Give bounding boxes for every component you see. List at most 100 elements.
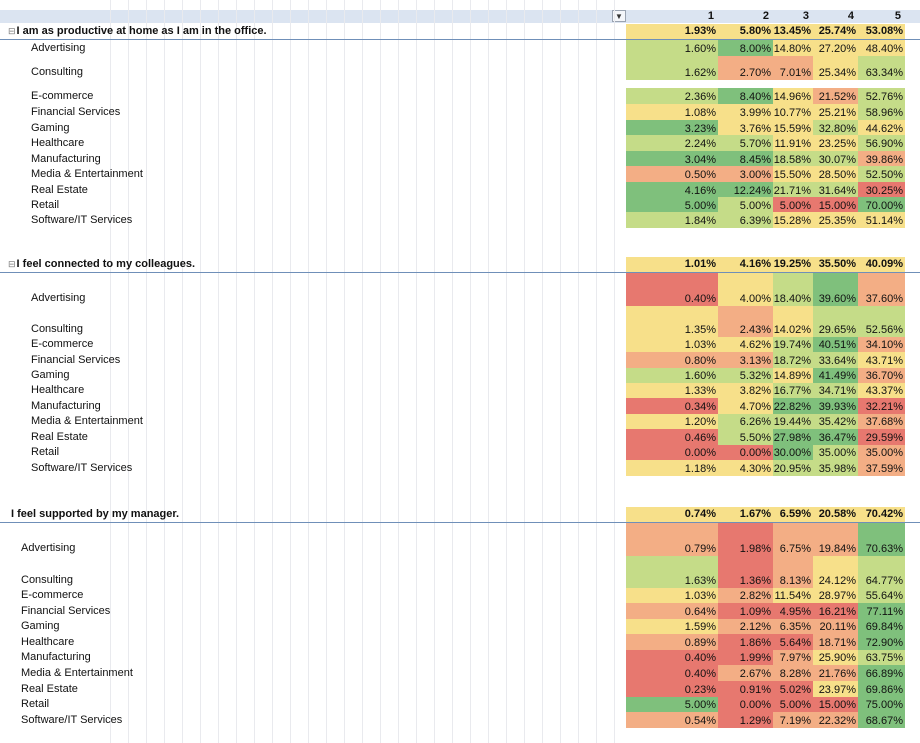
value-cell[interactable]: 69.86% xyxy=(858,681,905,697)
value-cell[interactable]: 19.74% xyxy=(773,337,813,352)
value-cell[interactable]: 18.72% xyxy=(773,352,813,368)
value-cell[interactable]: 37.60% xyxy=(858,273,905,306)
value-cell[interactable]: 64.77% xyxy=(858,556,905,588)
value-cell[interactable]: 15.00% xyxy=(813,697,858,712)
industry-row[interactable]: Gaming 3.23% 3.76% 15.59% 32.80% 44.62% xyxy=(0,120,920,136)
value-cell[interactable]: 4.70% xyxy=(718,398,773,414)
value-cell[interactable]: 0.79% xyxy=(626,523,718,556)
value-cell[interactable]: 21.71% xyxy=(773,182,813,198)
value-cell[interactable]: 14.80% xyxy=(773,40,813,56)
value-cell[interactable]: 0.54% xyxy=(626,712,718,728)
value-cell[interactable]: 36.70% xyxy=(858,368,905,383)
value-cell[interactable]: 27.98% xyxy=(773,429,813,445)
column-header-5[interactable]: 5 xyxy=(894,10,901,22)
value-cell[interactable]: 33.64% xyxy=(813,352,858,368)
value-cell[interactable]: 19.84% xyxy=(813,523,858,556)
value-cell[interactable]: 14.89% xyxy=(773,368,813,383)
value-cell[interactable]: 25.90% xyxy=(813,650,858,665)
column-header-3[interactable]: 3 xyxy=(802,10,809,22)
value-cell[interactable]: 3.13% xyxy=(718,352,773,368)
value-cell[interactable]: 32.21% xyxy=(858,398,905,414)
value-cell[interactable]: 39.60% xyxy=(813,273,858,306)
value-cell[interactable]: 4.00% xyxy=(718,273,773,306)
total-cell[interactable]: 1.93% xyxy=(626,24,718,39)
value-cell[interactable]: 3.04% xyxy=(626,151,718,167)
value-cell[interactable]: 1.36% xyxy=(718,556,773,588)
value-cell[interactable]: 3.23% xyxy=(626,120,718,136)
total-cell[interactable]: 6.59% xyxy=(773,507,813,522)
value-cell[interactable]: 18.40% xyxy=(773,273,813,306)
industry-row[interactable]: E-commerce 2.36% 8.40% 14.96% 21.52% 52.76% xyxy=(0,88,920,104)
value-cell[interactable]: 41.49% xyxy=(813,368,858,383)
value-cell[interactable]: 0.80% xyxy=(626,352,718,368)
column-header-4[interactable]: 4 xyxy=(847,10,854,22)
total-cell[interactable]: 4.16% xyxy=(718,257,773,272)
value-cell[interactable]: 77.11% xyxy=(858,603,905,619)
value-cell[interactable]: 1.03% xyxy=(626,588,718,603)
industry-row[interactable]: Consulting 1.62% 2.70% 7.01% 25.34% 63.34% xyxy=(0,56,920,80)
value-cell[interactable]: 1.84% xyxy=(626,212,718,228)
value-cell[interactable]: 29.59% xyxy=(858,429,905,445)
value-cell[interactable]: 6.26% xyxy=(718,414,773,429)
value-cell[interactable]: 3.76% xyxy=(718,120,773,136)
total-cell[interactable]: 40.09% xyxy=(858,257,905,272)
value-cell[interactable]: 1.98% xyxy=(718,523,773,556)
value-cell[interactable]: 28.97% xyxy=(813,588,858,603)
value-cell[interactable]: 25.35% xyxy=(813,212,858,228)
value-cell[interactable]: 72.90% xyxy=(858,634,905,650)
value-cell[interactable]: 11.54% xyxy=(773,588,813,603)
industry-row[interactable]: Media & Entertainment 0.40% 2.67% 8.28% 21.7… xyxy=(0,665,920,681)
value-cell[interactable]: 27.20% xyxy=(813,40,858,56)
value-cell[interactable]: 4.30% xyxy=(718,460,773,476)
value-cell[interactable]: 15.00% xyxy=(813,197,858,213)
value-cell[interactable]: 18.58% xyxy=(773,151,813,167)
value-cell[interactable]: 37.68% xyxy=(858,414,905,429)
value-cell[interactable]: 1.60% xyxy=(626,368,718,383)
industry-row[interactable]: Gaming 1.59% 2.12% 6.35% 20.11% 69.84% xyxy=(0,619,920,634)
value-cell[interactable]: 2.12% xyxy=(718,619,773,634)
value-cell[interactable]: 34.10% xyxy=(858,337,905,352)
value-cell[interactable]: 56.90% xyxy=(858,135,905,151)
industry-row[interactable]: Healthcare 0.89% 1.86% 5.64% 18.71% 72.90% xyxy=(0,634,920,650)
value-cell[interactable]: 40.51% xyxy=(813,337,858,352)
value-cell[interactable]: 39.93% xyxy=(813,398,858,414)
value-cell[interactable]: 43.37% xyxy=(858,383,905,398)
value-cell[interactable]: 70.00% xyxy=(858,197,905,213)
value-cell[interactable]: 6.75% xyxy=(773,523,813,556)
value-cell[interactable]: 21.52% xyxy=(813,88,858,104)
value-cell[interactable]: 15.28% xyxy=(773,212,813,228)
total-cell[interactable]: 19.25% xyxy=(773,257,813,272)
value-cell[interactable]: 5.64% xyxy=(773,634,813,650)
value-cell[interactable]: 18.71% xyxy=(813,634,858,650)
question-row[interactable]: I feel supported by my manager. 0.74% 1.67… xyxy=(0,507,920,523)
industry-row[interactable]: Retail 0.00% 0.00% 30.00% 35.00% 35.00% xyxy=(0,445,920,460)
value-cell[interactable]: 69.84% xyxy=(858,619,905,634)
value-cell[interactable]: 0.23% xyxy=(626,681,718,697)
value-cell[interactable]: 3.00% xyxy=(718,166,773,182)
industry-row[interactable]: Real Estate 4.16% 12.24% 21.71% 31.64% 30.25% xyxy=(0,182,920,198)
value-cell[interactable]: 22.32% xyxy=(813,712,858,728)
industry-row[interactable]: Healthcare 1.33% 3.82% 16.77% 34.71% 43.37% xyxy=(0,383,920,398)
value-cell[interactable]: 8.28% xyxy=(773,665,813,681)
total-cell[interactable]: 13.45% xyxy=(773,24,813,39)
value-cell[interactable]: 36.47% xyxy=(813,429,858,445)
total-cell[interactable]: 35.50% xyxy=(813,257,858,272)
value-cell[interactable]: 55.64% xyxy=(858,588,905,603)
value-cell[interactable]: 8.40% xyxy=(718,88,773,104)
value-cell[interactable]: 52.76% xyxy=(858,88,905,104)
value-cell[interactable]: 8.00% xyxy=(718,40,773,56)
value-cell[interactable]: 25.34% xyxy=(813,56,858,80)
question-row[interactable]: ⊟I feel connected to my colleagues. 1.01%… xyxy=(0,257,920,273)
value-cell[interactable]: 44.62% xyxy=(858,120,905,136)
total-cell[interactable]: 1.67% xyxy=(718,507,773,522)
value-cell[interactable]: 30.25% xyxy=(858,182,905,198)
value-cell[interactable]: 0.40% xyxy=(626,650,718,665)
value-cell[interactable]: 48.40% xyxy=(858,40,905,56)
value-cell[interactable]: 5.00% xyxy=(626,197,718,213)
value-cell[interactable]: 10.77% xyxy=(773,104,813,120)
column-header-2[interactable]: 2 xyxy=(762,10,769,22)
value-cell[interactable]: 28.50% xyxy=(813,166,858,182)
industry-row[interactable]: Financial Services 0.80% 3.13% 18.72% 33.64%… xyxy=(0,352,920,368)
value-cell[interactable]: 2.67% xyxy=(718,665,773,681)
value-cell[interactable]: 4.16% xyxy=(626,182,718,198)
